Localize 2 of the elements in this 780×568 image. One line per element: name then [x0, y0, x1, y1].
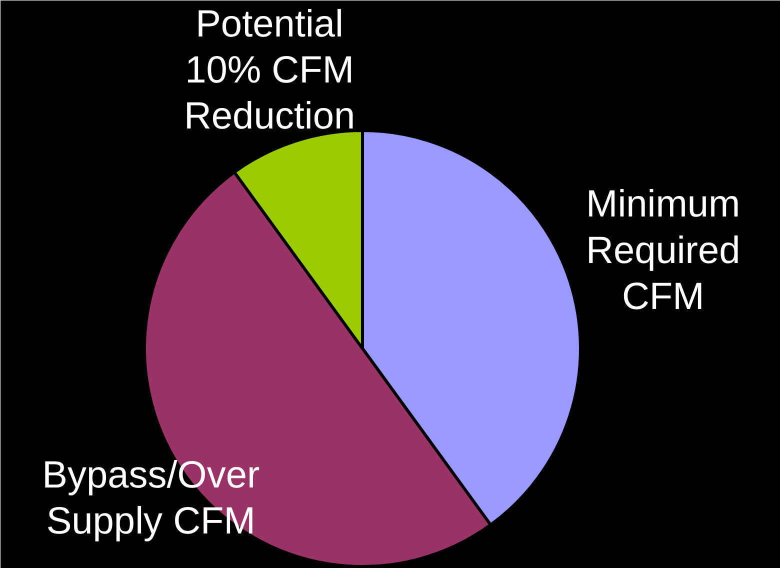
slice-label: Minimum Required CFM [586, 184, 740, 318]
slice-label: Potential 10% CFM Reduction [184, 3, 356, 138]
